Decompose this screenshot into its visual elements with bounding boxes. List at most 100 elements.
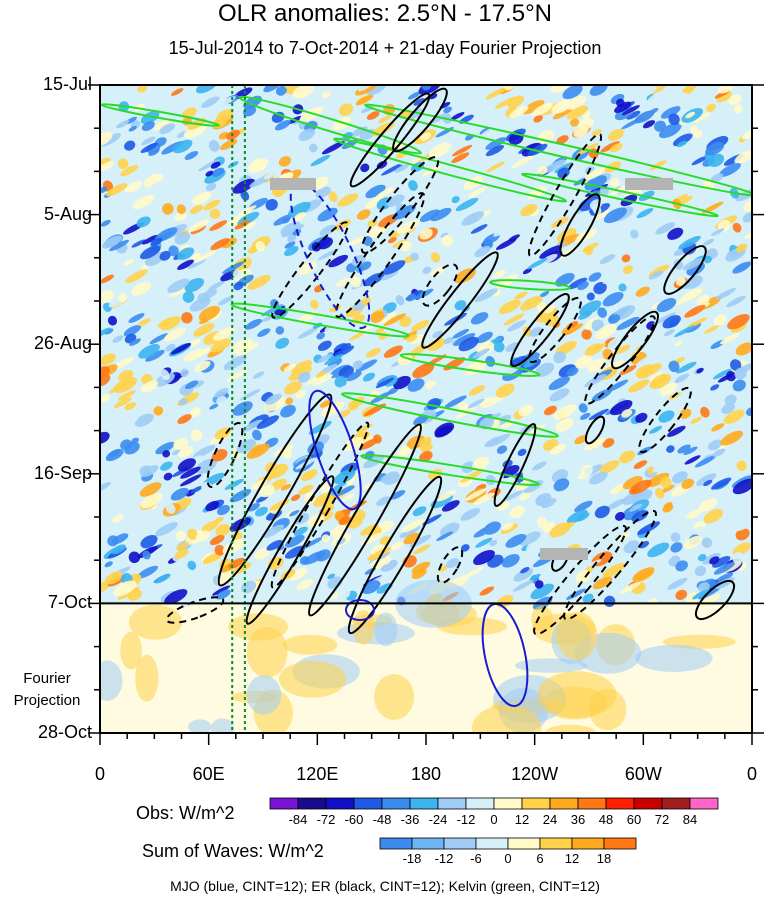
er-contour xyxy=(421,251,499,349)
colorbar-swatch xyxy=(507,837,541,850)
y-tick-label: 15-Jul xyxy=(42,74,92,94)
colorbar-label: 84 xyxy=(682,812,698,827)
x-tick-label: 0 xyxy=(94,764,105,784)
colorbar-label: 0 xyxy=(490,812,498,827)
colorbar-label: 48 xyxy=(598,812,614,827)
kelvin-contour xyxy=(333,137,567,203)
colorbar-swatch xyxy=(539,837,573,850)
x-tick-label: 120E xyxy=(296,764,339,784)
er-contour xyxy=(563,509,657,621)
colorbar-swatch xyxy=(493,797,523,810)
colorbar-swatch xyxy=(605,797,635,810)
er-contour xyxy=(559,193,601,257)
missing-data-patch xyxy=(270,178,316,190)
colorbar-label: 12 xyxy=(564,851,580,866)
er-contour xyxy=(584,415,606,445)
kelvin-contour xyxy=(230,302,410,338)
colorbar-swatch xyxy=(633,797,663,810)
colorbar-swatch xyxy=(269,797,299,810)
kelvin-contour xyxy=(360,454,540,486)
colorbar-label: -6 xyxy=(470,851,482,866)
er-contour xyxy=(663,245,707,295)
missing-data-patch xyxy=(625,178,673,190)
y-tick-label: 16-Sep xyxy=(33,462,92,483)
er-contour xyxy=(360,156,440,254)
waves-colorbar-title: Sum of Waves: W/m^2 xyxy=(142,841,324,861)
olr-anomaly-field xyxy=(100,85,752,733)
colorbar-label: -36 xyxy=(400,812,420,827)
er-contour xyxy=(493,423,537,507)
kelvin-contour xyxy=(489,279,571,291)
colorbar-swatch xyxy=(603,837,637,850)
colorbar-label: -72 xyxy=(316,812,336,827)
colorbar-swatch xyxy=(411,837,445,850)
colorbar-label: -24 xyxy=(428,812,448,827)
kelvin-contour xyxy=(341,392,559,438)
missing-data-patch xyxy=(540,548,588,560)
colorbar-swatch xyxy=(381,797,411,810)
colorbar-label: -48 xyxy=(372,812,392,827)
er-contour xyxy=(270,421,370,589)
colorbar-swatch xyxy=(297,797,327,810)
er-contour xyxy=(421,263,459,307)
er-contour xyxy=(206,421,244,489)
colorbar-label: -18 xyxy=(402,851,422,866)
er-contour xyxy=(271,221,349,319)
colorbar-swatch xyxy=(443,837,477,850)
colorbar-label: 60 xyxy=(626,812,642,827)
colorbar-swatch xyxy=(661,797,691,810)
y-tick-label: 26-Aug xyxy=(33,333,92,354)
x-tick-label: 60W xyxy=(624,764,662,784)
fourier-label-line-2: Projection xyxy=(13,692,81,709)
colorbar-swatch xyxy=(325,797,355,810)
colorbar-label: 0 xyxy=(504,851,512,866)
colorbar-swatch xyxy=(521,797,551,810)
kelvin-contour xyxy=(399,353,541,377)
er-contour xyxy=(349,92,431,188)
colorbar-label: -12 xyxy=(434,851,454,866)
mjo-contour xyxy=(345,599,375,621)
colorbar-label: 72 xyxy=(654,812,670,827)
colorbar-label: 18 xyxy=(596,851,612,866)
colorbar-swatch xyxy=(353,797,383,810)
chart-title: OLR anomalies: 2.5°N - 17.5°N xyxy=(217,0,552,27)
chart-footnote: MJO (blue, CINT=12); ER (black, CINT=12)… xyxy=(170,878,600,894)
colorbar-swatch xyxy=(379,837,413,850)
er-contour xyxy=(694,579,736,621)
kelvin-contour xyxy=(238,95,422,155)
colorbar-label: -12 xyxy=(456,812,476,827)
colorbar-label: 12 xyxy=(514,812,530,827)
chart-subtitle: 15-Jul-2014 to 7-Oct-2014 + 21-day Fouri… xyxy=(168,38,602,58)
y-tick-label: 5-Aug xyxy=(43,203,92,224)
colorbar-swatch xyxy=(465,797,495,810)
colorbar-swatch xyxy=(689,797,719,810)
colorbar-swatch xyxy=(571,837,605,850)
kelvin-contour xyxy=(521,172,719,218)
er-contour xyxy=(638,386,692,454)
colorbar-swatch xyxy=(475,837,509,850)
colorbar-swatch xyxy=(577,797,607,810)
colorbar-label: -60 xyxy=(344,812,364,827)
wave-contours xyxy=(100,87,752,708)
colorbar-label: -84 xyxy=(288,812,308,827)
er-contour xyxy=(308,423,422,617)
er-contour xyxy=(528,296,582,364)
colorbar-swatch xyxy=(437,797,467,810)
colorbar-label: 36 xyxy=(570,812,586,827)
mjo-contour xyxy=(308,389,362,511)
x-tick-label: 120W xyxy=(511,764,559,784)
er-contour xyxy=(217,393,333,587)
er-contour xyxy=(245,475,335,625)
x-tick-label: 60E xyxy=(192,764,225,784)
colorbar-label: 24 xyxy=(542,812,558,827)
er-contour xyxy=(584,315,656,405)
x-tick-label: 0 xyxy=(746,764,757,784)
mjo-contour xyxy=(289,180,371,330)
colorbar-label: 6 xyxy=(536,851,544,866)
colorbar-swatch xyxy=(409,797,439,810)
obs-colorbar-title: Obs: W/m^2 xyxy=(136,803,235,823)
fourier-label-line-1: Fourier xyxy=(23,670,71,687)
er-contour xyxy=(510,293,570,367)
fourier-projection-label: Fourier Projection xyxy=(2,668,92,712)
